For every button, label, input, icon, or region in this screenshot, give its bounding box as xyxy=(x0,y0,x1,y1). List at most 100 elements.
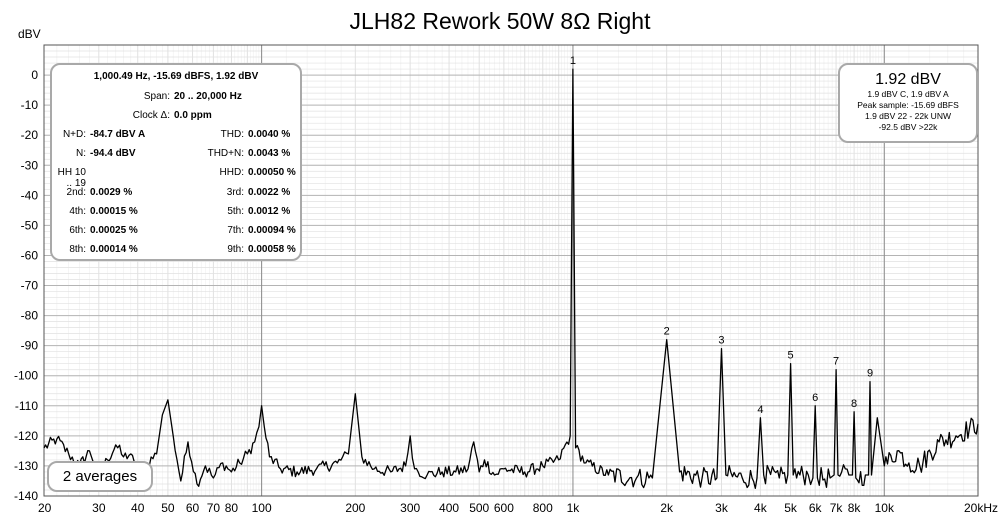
stats-label: HHD: xyxy=(219,167,244,179)
x-tick-label: 2k xyxy=(660,501,674,515)
x-tick-label: 5k xyxy=(784,501,798,515)
stats-row: 6th: 0.00025 % 7th: 0.00094 % xyxy=(52,225,300,241)
stats-value: -94.4 dBV xyxy=(90,148,136,160)
level-value: 1.92 dBV xyxy=(875,71,941,88)
stats-row: 8th: 0.00014 % 9th: 0.00058 % xyxy=(52,244,300,260)
level-line: 1.9 dBV C, 1.9 dBV A xyxy=(867,89,949,99)
x-tick-label: 20 xyxy=(38,501,52,515)
clock-value: 0.0 ppm xyxy=(174,110,212,121)
x-tick-label: 20kHz xyxy=(964,501,998,515)
x-tick-label: 4k xyxy=(754,501,768,515)
stats-label: 8th: xyxy=(69,244,86,256)
x-tick-label: 400 xyxy=(439,501,459,515)
level-line: Peak sample: -15.69 dBFS xyxy=(857,100,959,110)
y-tick-label: -20 xyxy=(21,128,39,142)
stats-row: N+D: -84.7 dBV A THD: 0.0040 % xyxy=(52,129,300,145)
x-tick-label: 8k xyxy=(848,501,862,515)
x-tick-label: 10k xyxy=(875,501,895,515)
stats-value: 0.00025 % xyxy=(90,225,138,236)
y-tick-label: -120 xyxy=(14,429,38,443)
x-tick-label: 500 xyxy=(469,501,489,515)
harmonic-label: 3 xyxy=(718,335,724,347)
x-tick-label: 7k xyxy=(830,501,844,515)
stats-value: 0.0012 % xyxy=(248,205,291,217)
harmonic-label: 1 xyxy=(570,55,576,67)
stats-value: 0.00015 % xyxy=(90,205,138,217)
x-tick-label: 40 xyxy=(131,501,145,515)
stats-label: 3rd: xyxy=(226,186,244,198)
span-row: Span: 20 .. 20,000 Hz xyxy=(52,91,300,107)
level-line: -92.5 dBV >22k xyxy=(878,122,938,132)
y-tick-label: -50 xyxy=(21,218,39,232)
x-tick-label: 200 xyxy=(345,501,365,515)
x-tick-label: 6k xyxy=(809,501,823,515)
x-tick-label: 100 xyxy=(252,501,272,515)
clock-label: Clock Δ: xyxy=(132,110,170,121)
x-tick-label: 300 xyxy=(400,501,420,515)
stats-value: 0.00050 % xyxy=(248,167,296,179)
y-tick-label: -110 xyxy=(15,399,38,413)
y-tick-label: -70 xyxy=(21,279,39,293)
y-tick-label: -140 xyxy=(14,489,38,503)
harmonic-label: 5 xyxy=(787,350,793,362)
stats-panel[interactable]: 1,000.49 Hz, -15.69 dBFS, 1.92 dBV Span:… xyxy=(50,63,302,261)
y-tick-label: -90 xyxy=(21,339,39,353)
y-tick-label: 0 xyxy=(31,68,38,82)
span-value: 20 .. 20,000 Hz xyxy=(174,91,242,102)
stats-header: 1,000.49 Hz, -15.69 dBFS, 1.92 dBV xyxy=(93,71,259,82)
harmonic-label: 8 xyxy=(851,398,857,410)
y-tick-label: -10 xyxy=(21,98,39,112)
stats-label: 6th: xyxy=(69,225,86,236)
y-axis-label: dBV xyxy=(18,27,41,41)
span-label: Span: xyxy=(143,91,170,102)
harmonic-label: 2 xyxy=(664,326,670,338)
y-tick-label: -80 xyxy=(21,309,39,323)
stats-row: N: -94.4 dBV THD+N: 0.0043 % xyxy=(52,148,300,164)
stats-label: 4th: xyxy=(69,205,86,217)
harmonic-label: 6 xyxy=(812,392,818,404)
averages-badge[interactable]: 2 averages xyxy=(47,461,153,492)
stats-value: 0.0029 % xyxy=(90,186,133,198)
stats-label: 9th: xyxy=(227,244,244,256)
chart-title: JLH82 Rework 50W 8Ω Right xyxy=(349,8,651,34)
x-tick-label: 1k xyxy=(567,501,581,515)
x-tick-label: 50 xyxy=(161,501,175,515)
x-tick-label: 600 xyxy=(494,501,514,515)
harmonic-label: 9 xyxy=(867,368,873,380)
y-tick-label: -40 xyxy=(21,188,39,202)
level-line: 1.9 dBV 22 - 22k UNW xyxy=(865,111,951,121)
stats-value: 0.00058 % xyxy=(248,244,296,256)
x-tick-label: 3k xyxy=(715,501,729,515)
stats-label: 5th: xyxy=(227,205,244,217)
stats-label: THD: xyxy=(220,129,244,140)
y-tick-label: -130 xyxy=(14,459,38,473)
x-tick-label: 800 xyxy=(533,501,553,515)
stats-value: 0.0043 % xyxy=(248,148,291,160)
stats-label: N+D: xyxy=(62,129,86,140)
stats-label: N: xyxy=(76,148,86,160)
y-tick-label: -60 xyxy=(21,248,39,262)
x-tick-label: 30 xyxy=(92,501,106,515)
stats-label: 7th: xyxy=(227,225,244,236)
x-tick-label: 80 xyxy=(225,501,239,515)
stats-label: 2nd: xyxy=(66,186,86,198)
harmonic-label: 7 xyxy=(833,356,839,368)
x-tick-label: 70 xyxy=(207,501,221,515)
stats-value: -84.7 dBV A xyxy=(90,129,146,140)
x-tick-label: 60 xyxy=(186,501,200,515)
stats-row: HH 10 .. 19 HHD: 0.00050 % xyxy=(52,167,300,189)
stats-value: 0.00014 % xyxy=(90,244,138,256)
level-panel[interactable]: 1.92 dBV 1.9 dBV C, 1.9 dBV A Peak sampl… xyxy=(838,63,978,143)
stats-value: 0.00094 % xyxy=(248,225,296,236)
spectrum-trace xyxy=(43,68,979,490)
stats-row: 4th: 0.00015 % 5th: 0.0012 % xyxy=(52,206,300,222)
plot-frame xyxy=(43,44,979,497)
stats-value: 0.0040 % xyxy=(248,129,291,140)
stats-label: HH 10 .. 19 xyxy=(57,167,86,190)
clock-row: Clock Δ: 0.0 ppm xyxy=(52,110,300,126)
y-tick-label: -100 xyxy=(14,369,38,383)
y-tick-label: -30 xyxy=(21,158,39,172)
stats-label: THD+N: xyxy=(207,148,244,160)
stats-value: 0.0022 % xyxy=(248,186,291,198)
harmonic-label: 4 xyxy=(757,404,763,416)
